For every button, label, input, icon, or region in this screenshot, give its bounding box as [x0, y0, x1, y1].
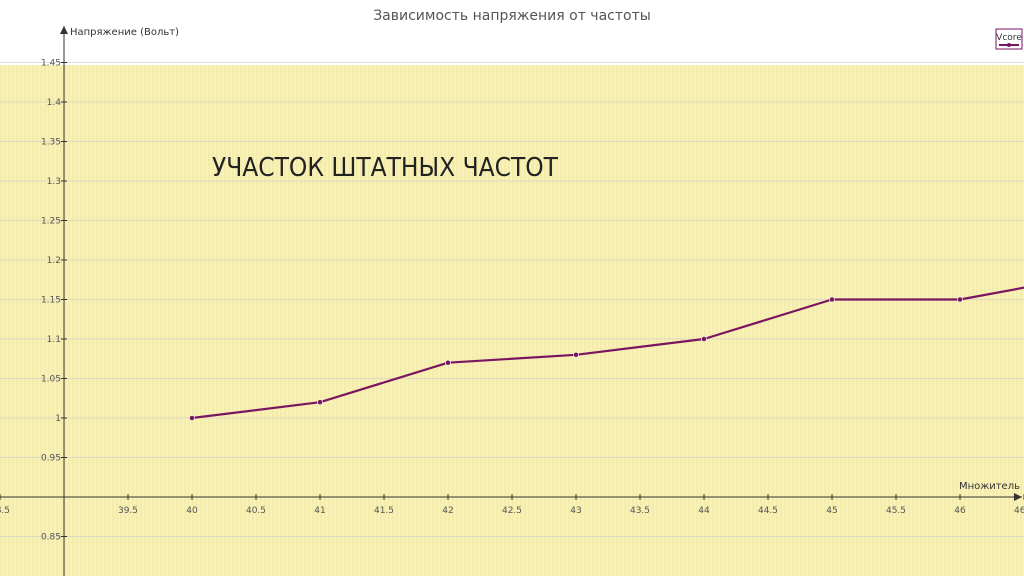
x-tick-label: 46 — [954, 506, 966, 516]
chart-axes — [0, 26, 1022, 576]
x-tick-label: 44 — [698, 506, 710, 516]
y-tick-label: 1.05 — [41, 375, 61, 385]
y-tick-label: 1.15 — [41, 296, 61, 306]
y-tick-label: 1.35 — [41, 138, 61, 148]
x-tick-label: 40.5 — [246, 506, 266, 516]
x-tick-label: 39.5 — [118, 506, 138, 516]
x-tick-label: 45 — [826, 506, 837, 516]
x-axis-arrow-icon — [1014, 493, 1022, 501]
chart-stripe-pattern — [0, 65, 1022, 576]
y-axis-label: Напряжение (Вольт) — [70, 27, 179, 38]
x-tick-label: 43 — [570, 506, 581, 516]
x-tick-label: 38.5 — [0, 506, 10, 516]
y-tick-label: 1.25 — [41, 217, 61, 227]
x-tick-label: 43.5 — [630, 506, 650, 516]
legend-entry-vcore: Vcore — [996, 33, 1022, 43]
chart-series — [189, 286, 1024, 421]
x-tick-label: 46.5 — [1014, 506, 1024, 516]
y-tick-label: 0.95 — [41, 454, 61, 464]
data-point[interactable] — [829, 296, 835, 303]
y-tick-label: 1.3 — [47, 177, 61, 187]
x-tick-label: 44.5 — [758, 506, 778, 516]
y-tick-label: 1.2 — [47, 256, 61, 266]
data-point[interactable] — [445, 359, 451, 366]
x-tick-label: 42 — [442, 506, 453, 516]
data-point[interactable] — [573, 351, 579, 358]
x-tick-label: 42.5 — [502, 506, 522, 516]
data-point[interactable] — [189, 415, 195, 421]
y-tick-label: 1.4 — [47, 98, 62, 108]
data-point[interactable] — [317, 399, 323, 406]
y-tick-label: 0.85 — [41, 533, 61, 543]
x-tick-label: 40 — [186, 506, 198, 516]
x-axis-label: Множитель — [959, 481, 1020, 492]
chart-legend[interactable]: Vcore — [995, 28, 1023, 50]
y-tick-label: 1.45 — [41, 59, 61, 69]
normal-frequency-region — [0, 65, 1024, 576]
x-tick-label: 45.5 — [886, 506, 906, 516]
series-line-vcore — [191, 286, 1024, 420]
chart-regions — [0, 65, 1024, 576]
x-tick-label: 41 — [314, 506, 325, 516]
normal-frequency-region-label: УЧАСТОК ШТАТНЫХ ЧАСТОТ — [212, 153, 559, 183]
legend-swatch-marker — [1007, 43, 1011, 47]
y-tick-label: 1 — [55, 414, 61, 424]
chart-grid — [0, 62, 1024, 537]
x-axis-ticks: 38.5 39.5 40 40.5 41 41.5 42 42.5 43 43.5 44 44.5 45… — [0, 494, 1024, 516]
y-tick-label: 1.1 — [47, 335, 61, 345]
x-tick-label: 41.5 — [374, 506, 394, 516]
chart-title: Зависимость напряжения от частоты — [373, 8, 651, 24]
y-axis-arrow-icon — [60, 26, 68, 34]
y-axis-ticks: 0.85 0.95 1 1.05 1.1 1.15 1.2 1.25 1.3 1.35 1.4 1.4… — [41, 59, 67, 543]
data-point[interactable] — [701, 336, 707, 342]
data-point[interactable] — [957, 296, 963, 303]
